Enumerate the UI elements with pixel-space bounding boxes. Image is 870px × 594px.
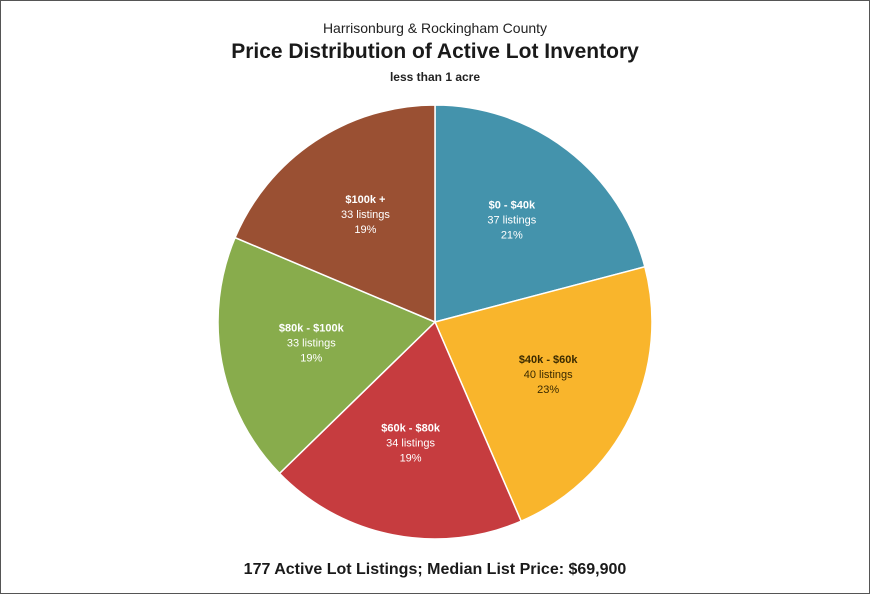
- chart-subtitle: less than 1 acre: [389, 70, 481, 84]
- chart-footer: 177 Active Lot Listings; Median List Pri…: [243, 561, 627, 578]
- pie-slice: [278, 320, 523, 540]
- slice-label: $60k - $80k 34 listings 19%: [381, 422, 441, 464]
- slice-category-label: $60k - $80k: [381, 422, 441, 434]
- slice-category-label: $100k +: [345, 194, 385, 206]
- chart-supertitle: Harrisonburg & Rockingham County: [322, 20, 548, 36]
- slice-percent-label: 19%: [400, 452, 422, 464]
- slice-count-label: 33 listings: [341, 209, 390, 221]
- slice-percent-label: 23%: [537, 384, 559, 396]
- pie-slice: [433, 265, 653, 523]
- slice-category-label: $0 - $40k: [489, 199, 536, 211]
- slice-category-label: $40k - $60k: [519, 354, 579, 366]
- slice-category-label: $80k - $100k: [279, 322, 345, 334]
- pie-slice: [234, 104, 436, 324]
- slice-label: $100k + 33 listings 19%: [341, 194, 390, 236]
- pie-slice: [434, 104, 646, 323]
- slice-count-label: 33 listings: [287, 337, 336, 349]
- slice-count-label: 37 listings: [487, 214, 536, 226]
- slice-label: $0 - $40k 37 listings 21%: [487, 199, 536, 241]
- pie-slice: [217, 236, 437, 475]
- slice-percent-label: 21%: [501, 229, 523, 241]
- slice-label: $40k - $60k 40 listings 23%: [519, 354, 579, 396]
- slice-count-label: 40 listings: [524, 369, 573, 381]
- chart-title: Price Distribution of Active Lot Invento…: [231, 40, 639, 63]
- slice-label: $80k - $100k 33 listings 19%: [279, 322, 345, 364]
- slice-percent-label: 19%: [300, 352, 322, 364]
- slice-percent-label: 19%: [354, 224, 376, 236]
- slice-count-label: 34 listings: [386, 437, 435, 449]
